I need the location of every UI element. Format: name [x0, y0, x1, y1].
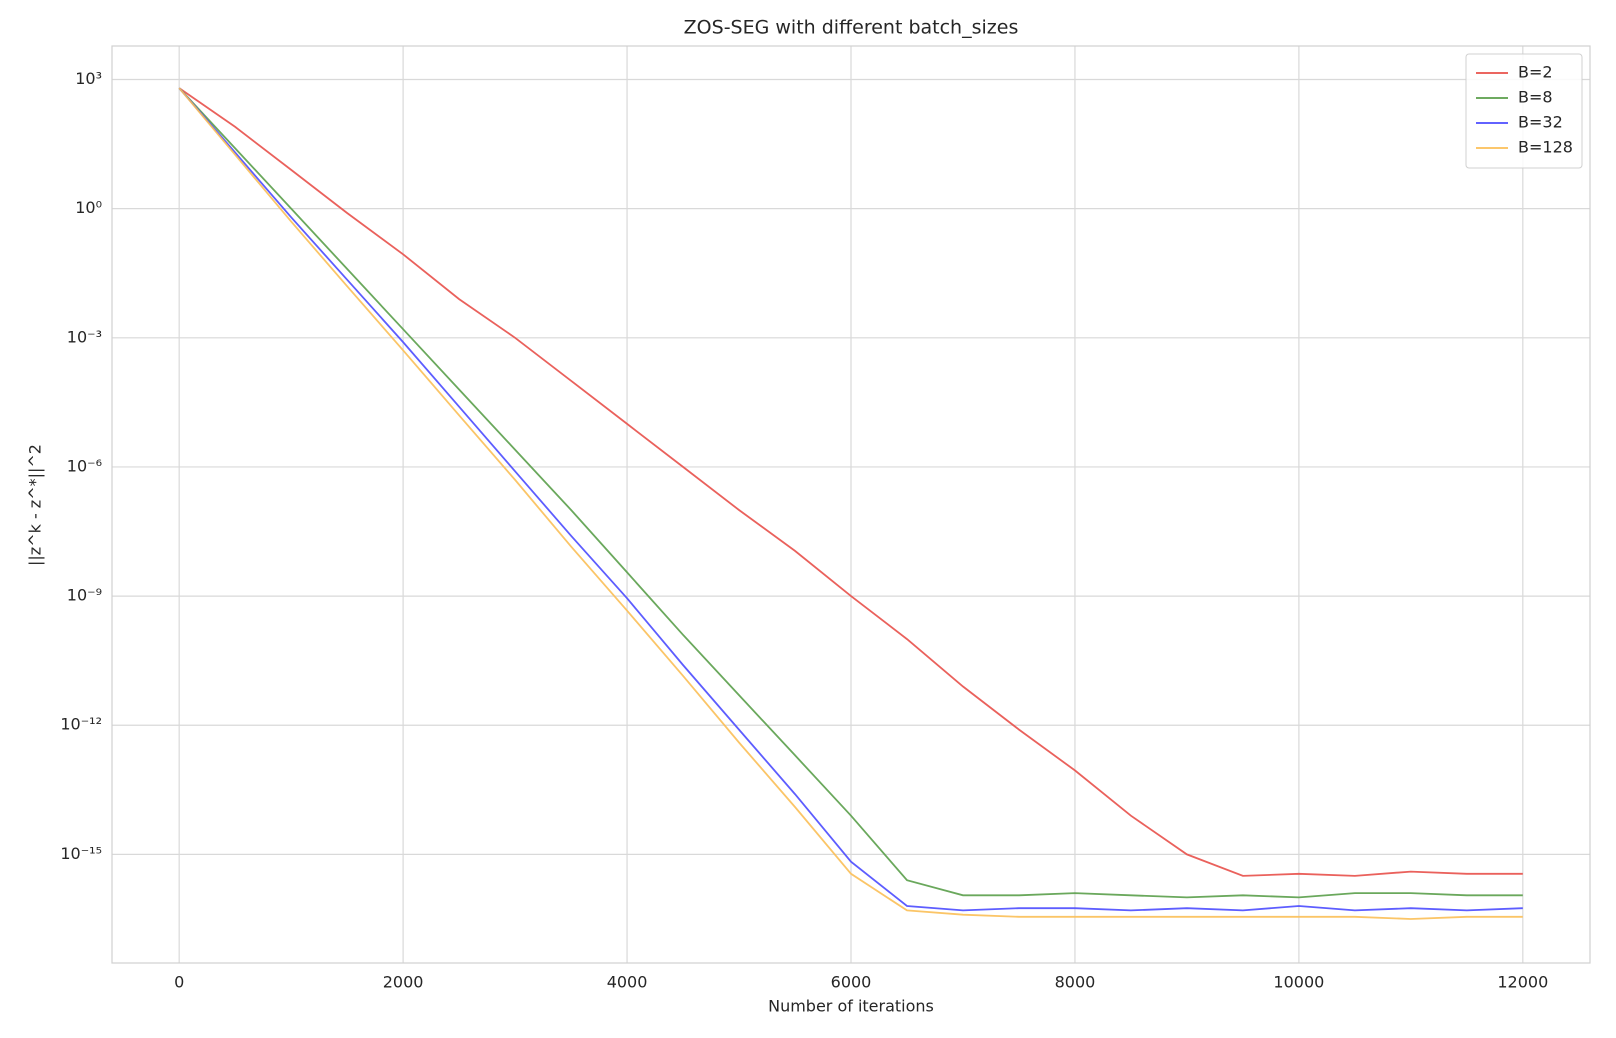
legend-box: [1465, 53, 1583, 169]
y-tick-label: 10⁻¹²: [60, 715, 102, 734]
series-line: [178, 87, 1523, 899]
legend-label: B=32: [1518, 113, 1563, 132]
x-tick-label: 12000: [1497, 973, 1548, 992]
x-tick-label: 6000: [831, 973, 872, 992]
y-axis-label: ||z^k - z^*||^2: [26, 444, 45, 566]
x-tick-label: 4000: [607, 973, 648, 992]
legend-label: B=128: [1518, 138, 1573, 157]
legend-label: B=2: [1518, 63, 1553, 82]
x-tick-label: 0: [174, 973, 184, 992]
series-line: [178, 87, 1523, 920]
y-tick-label: 10⁻³: [67, 327, 102, 346]
y-tick-label: 10⁰: [75, 198, 102, 217]
legend-label: B=8: [1518, 88, 1553, 107]
x-axis-label: Number of iterations: [768, 997, 934, 1016]
chart-title: ZOS-SEG with different batch_sizes: [684, 17, 1019, 39]
x-tick-label: 2000: [383, 973, 424, 992]
y-tick-label: 10⁻⁹: [67, 586, 102, 605]
x-tick-label: 10000: [1273, 973, 1324, 992]
series-line: [178, 87, 1523, 877]
series-line: [178, 87, 1523, 912]
x-tick-label: 8000: [1055, 973, 1096, 992]
y-tick-label: 10³: [75, 69, 102, 88]
plot-frame: [111, 45, 1591, 964]
y-tick-label: 10⁻⁶: [67, 456, 102, 475]
y-tick-label: 10⁻¹⁵: [60, 844, 102, 863]
legend: B=2 B=8 B=32 B=128: [1465, 53, 1583, 169]
